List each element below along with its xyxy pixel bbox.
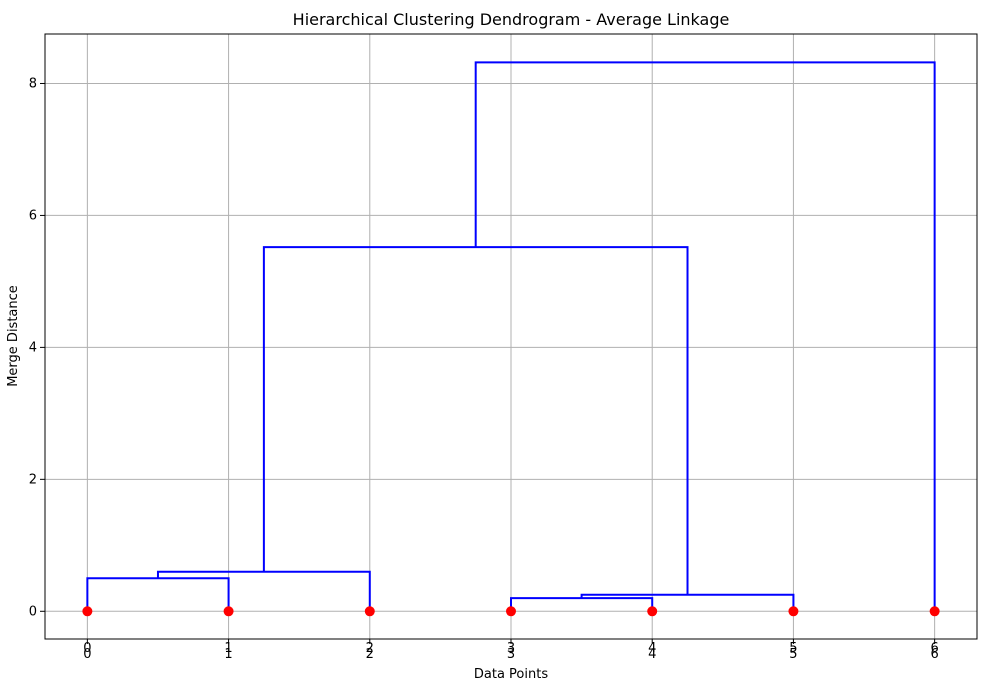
- y-tick-label: 6: [29, 208, 37, 223]
- leaf-point: [82, 606, 93, 617]
- x-tick-label-bottom: 6: [930, 647, 938, 662]
- x-tick-label-bottom: 0: [83, 647, 91, 662]
- x-tick-label-bottom: 2: [366, 647, 374, 662]
- x-tick-label-bottom: 5: [789, 647, 797, 662]
- x-tick-label-top: 3: [507, 641, 515, 656]
- x-tick-label-top: 5: [789, 641, 797, 656]
- x-tick-label-bottom: 3: [507, 647, 515, 662]
- x-tick-label-bottom: 4: [648, 647, 656, 662]
- leaf-point: [364, 606, 375, 617]
- chart-title: Hierarchical Clustering Dendrogram - Ave…: [293, 10, 730, 29]
- leaf-point: [647, 606, 658, 617]
- leaf-point: [506, 606, 516, 617]
- merge-link: [510, 597, 654, 612]
- x-tick-label-top: 2: [366, 641, 374, 656]
- plot-frame: [44, 33, 978, 640]
- y-tick-label: 8: [29, 76, 37, 91]
- leaf-points: [82, 606, 940, 617]
- merge-link: [262, 246, 689, 595]
- merge-link: [86, 577, 230, 612]
- merge-link: [474, 61, 936, 612]
- y-tick-label: 4: [29, 340, 37, 355]
- x-tick-label-top: 6: [930, 641, 938, 656]
- x-tick-label-top: 1: [224, 641, 232, 656]
- leaf-point: [788, 606, 799, 617]
- dendrogram-links: [86, 61, 936, 612]
- y-tick-label: 2: [29, 472, 37, 487]
- leaf-point: [929, 606, 940, 617]
- x-tick-label-bottom: 1: [224, 647, 232, 662]
- x-tick-label-top: 0: [83, 641, 91, 656]
- x-axis-label: Data Points: [474, 667, 548, 682]
- x-tick-label-top: 4: [648, 641, 656, 656]
- y-axis-label: Merge Distance: [6, 285, 21, 387]
- grid-lines: [45, 34, 977, 639]
- leaf-point: [223, 606, 234, 617]
- y-tick-label: 0: [29, 604, 37, 619]
